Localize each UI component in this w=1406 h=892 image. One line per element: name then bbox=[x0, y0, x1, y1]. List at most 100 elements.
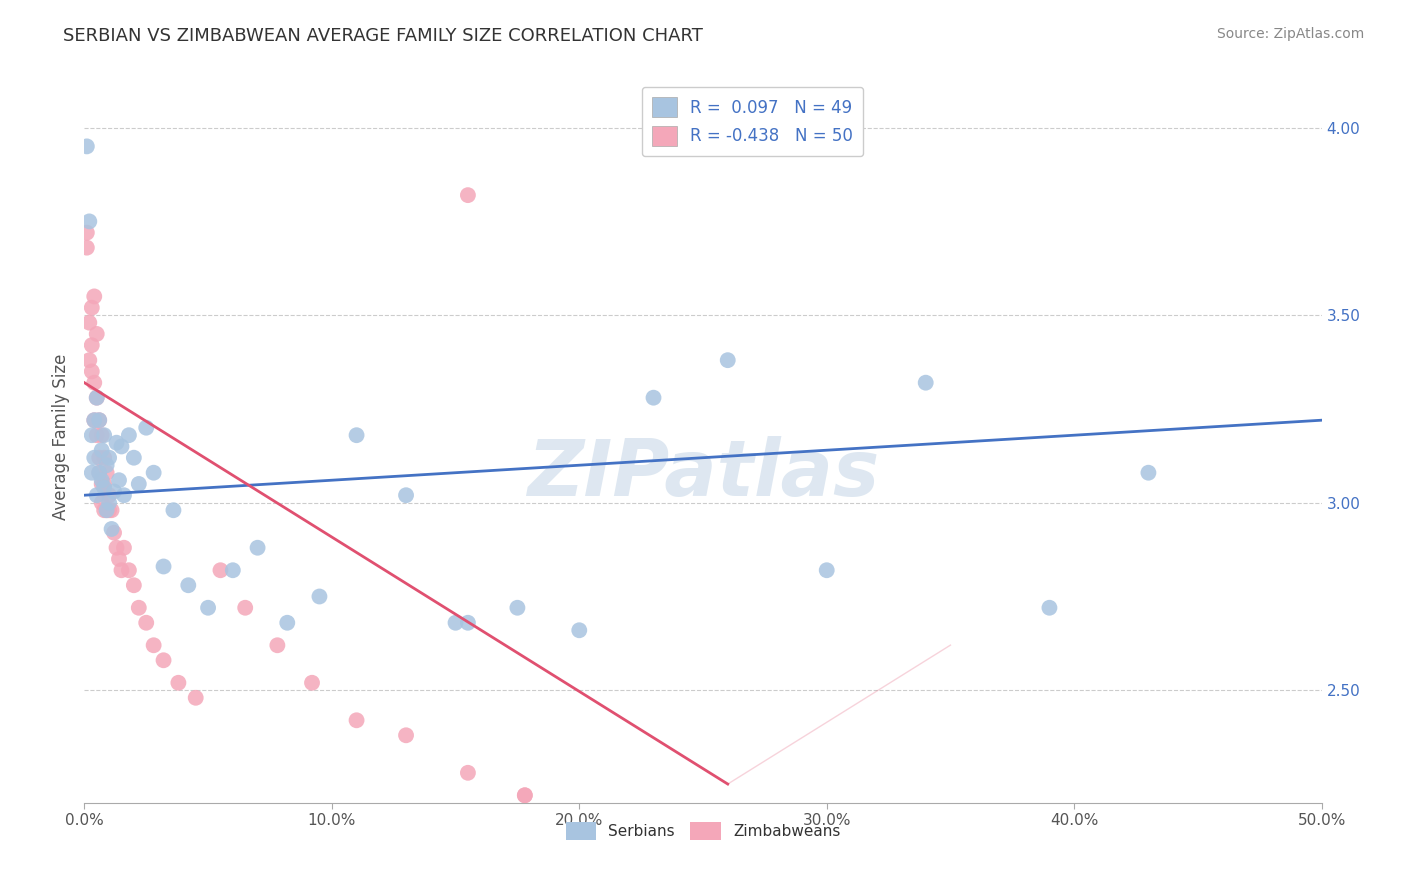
Point bbox=[128, 600, 150, 615]
Point bbox=[222, 563, 245, 577]
Point bbox=[79, 353, 101, 368]
Point bbox=[162, 503, 184, 517]
Point bbox=[1038, 600, 1060, 615]
Point bbox=[98, 488, 121, 502]
Point bbox=[90, 443, 112, 458]
Point bbox=[444, 615, 467, 630]
Point bbox=[122, 578, 145, 592]
Point bbox=[93, 477, 115, 491]
Point bbox=[128, 477, 150, 491]
Point bbox=[89, 466, 111, 480]
Point bbox=[152, 653, 174, 667]
Point bbox=[197, 600, 219, 615]
Point bbox=[90, 496, 112, 510]
Text: ZIPatlas: ZIPatlas bbox=[527, 435, 879, 512]
Point bbox=[184, 690, 207, 705]
Point bbox=[96, 458, 118, 473]
Point bbox=[346, 713, 368, 727]
Point bbox=[276, 615, 298, 630]
Point bbox=[395, 728, 418, 742]
Point bbox=[513, 789, 536, 803]
Point bbox=[76, 226, 98, 240]
Point bbox=[568, 624, 591, 638]
Point bbox=[233, 600, 256, 615]
Point bbox=[103, 484, 125, 499]
Text: Source: ZipAtlas.com: Source: ZipAtlas.com bbox=[1216, 27, 1364, 41]
Point bbox=[96, 503, 118, 517]
Point bbox=[395, 488, 418, 502]
Point bbox=[93, 428, 115, 442]
Point bbox=[96, 503, 118, 517]
Point bbox=[177, 578, 200, 592]
Point bbox=[89, 413, 111, 427]
Point bbox=[93, 450, 115, 465]
Point bbox=[100, 503, 122, 517]
Point bbox=[112, 488, 135, 502]
Point bbox=[308, 590, 330, 604]
Point bbox=[86, 326, 108, 341]
Point bbox=[83, 413, 105, 427]
Point bbox=[105, 541, 128, 555]
Point bbox=[90, 428, 112, 442]
Point bbox=[86, 391, 108, 405]
Point bbox=[815, 563, 838, 577]
Point bbox=[90, 477, 112, 491]
Y-axis label: Average Family Size: Average Family Size bbox=[52, 354, 70, 520]
Point bbox=[301, 675, 323, 690]
Point bbox=[135, 420, 157, 434]
Point bbox=[89, 466, 111, 480]
Text: SERBIAN VS ZIMBABWEAN AVERAGE FAMILY SIZE CORRELATION CHART: SERBIAN VS ZIMBABWEAN AVERAGE FAMILY SIZ… bbox=[63, 27, 703, 45]
Point bbox=[346, 428, 368, 442]
Point bbox=[86, 428, 108, 442]
Point bbox=[98, 496, 121, 510]
Point bbox=[89, 413, 111, 427]
Point bbox=[457, 765, 479, 780]
Point bbox=[86, 391, 108, 405]
Point bbox=[76, 139, 98, 153]
Point bbox=[142, 466, 165, 480]
Point bbox=[1137, 466, 1160, 480]
Point bbox=[105, 435, 128, 450]
Point bbox=[513, 789, 536, 803]
Point bbox=[79, 316, 101, 330]
Point bbox=[108, 552, 131, 566]
Point bbox=[80, 428, 103, 442]
Point bbox=[100, 522, 122, 536]
Point bbox=[122, 450, 145, 465]
Point bbox=[110, 563, 132, 577]
Point bbox=[457, 615, 479, 630]
Point bbox=[90, 473, 112, 487]
Point bbox=[103, 525, 125, 540]
Point bbox=[86, 488, 108, 502]
Point bbox=[457, 188, 479, 202]
Point bbox=[914, 376, 936, 390]
Point bbox=[152, 559, 174, 574]
Point bbox=[79, 214, 101, 228]
Point bbox=[266, 638, 288, 652]
Point bbox=[209, 563, 232, 577]
Point bbox=[93, 503, 115, 517]
Point bbox=[83, 376, 105, 390]
Point bbox=[98, 503, 121, 517]
Point bbox=[83, 450, 105, 465]
Point bbox=[246, 541, 269, 555]
Point bbox=[118, 428, 141, 442]
Point bbox=[93, 481, 115, 495]
Point bbox=[83, 413, 105, 427]
Point bbox=[506, 600, 529, 615]
Point bbox=[80, 364, 103, 378]
Point bbox=[717, 353, 740, 368]
Point bbox=[135, 615, 157, 630]
Legend: Serbians, Zimbabweans: Serbians, Zimbabweans bbox=[560, 815, 846, 847]
Point bbox=[80, 466, 103, 480]
Point bbox=[96, 466, 118, 480]
Point bbox=[108, 473, 131, 487]
Point bbox=[118, 563, 141, 577]
Point bbox=[167, 675, 190, 690]
Point bbox=[76, 241, 98, 255]
Point bbox=[80, 301, 103, 315]
Point bbox=[112, 541, 135, 555]
Point bbox=[110, 440, 132, 454]
Point bbox=[98, 450, 121, 465]
Point bbox=[83, 289, 105, 303]
